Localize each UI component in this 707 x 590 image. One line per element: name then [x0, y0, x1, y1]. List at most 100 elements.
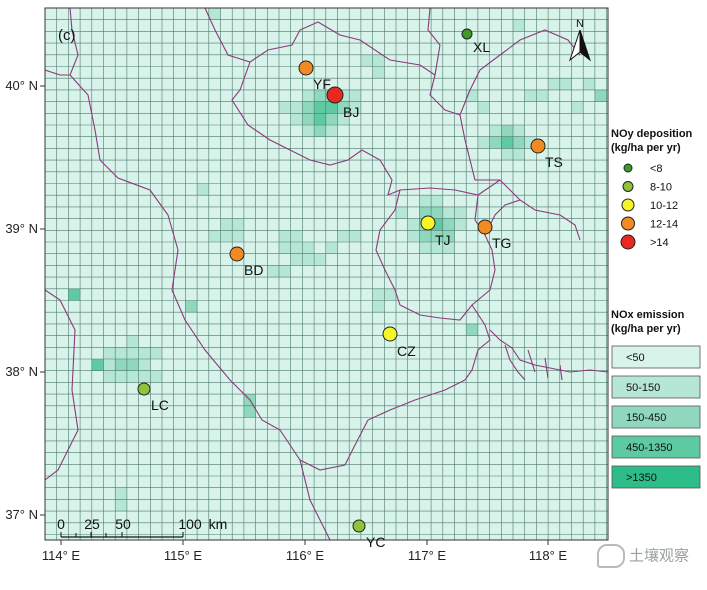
border-line: [489, 329, 608, 373]
emission-cell: [103, 359, 116, 371]
site-marker: [352, 519, 366, 533]
deposition-legend-symbol: [623, 163, 633, 173]
emission-cell: [442, 242, 455, 254]
site-marker: [382, 326, 398, 342]
emission-legend-swatch: [611, 465, 701, 489]
emission-legend-label: 450-1350: [626, 442, 673, 454]
north-arrow: N: [568, 18, 592, 62]
emission-cell: [314, 125, 326, 137]
deposition-legend-symbol: [621, 198, 635, 212]
border-line: [459, 114, 581, 241]
emission-cell: [477, 101, 490, 114]
emission-cell: [126, 359, 139, 371]
emission-cell: [419, 242, 432, 254]
y-axis-label: 37° N: [5, 507, 38, 522]
border-line: [45, 69, 70, 76]
emission-cell: [115, 347, 127, 359]
emission-cell: [208, 8, 221, 20]
emission-cell: [220, 218, 233, 231]
emission-cell: [314, 89, 326, 102]
north-arrow-right-icon: [579, 29, 592, 62]
emission-cell: [91, 359, 104, 371]
site-marker: [137, 382, 151, 396]
emission-cell: [442, 230, 455, 242]
emission-cell: [115, 499, 127, 512]
emission-cell: [232, 230, 244, 242]
border-line: [427, 8, 441, 76]
emission-cell: [466, 89, 478, 102]
emission-cell: [243, 405, 256, 418]
border-line: [69, 8, 331, 540]
emission-cells: [68, 8, 607, 512]
site-marker: [229, 246, 245, 262]
emission-cell: [185, 300, 198, 313]
deposition-legend-label: 8-10: [650, 182, 672, 194]
emission-cell: [583, 78, 595, 90]
emission-cell: [431, 195, 443, 207]
site-label: TS: [545, 154, 563, 170]
emission-cell: [536, 89, 549, 102]
north-label: N: [576, 18, 584, 30]
emission-cell: [290, 230, 303, 242]
emission-cell: [501, 148, 513, 161]
emission-cell: [442, 206, 455, 219]
site-marker: [326, 86, 344, 104]
site-marker: [420, 215, 436, 231]
emission-cell: [454, 218, 467, 231]
axis-ticks: [40, 85, 549, 545]
site-label: BD: [244, 262, 263, 278]
border-line: [504, 344, 563, 381]
emission-legend-unit: (kg/ha per yr): [611, 323, 681, 335]
x-axis-labels: 114° E 115° E 116° E 117° E 118° E: [42, 548, 568, 563]
emission-cell: [232, 218, 244, 231]
emission-cell: [524, 89, 537, 102]
site-label: TJ: [435, 232, 451, 248]
emission-cell: [407, 230, 420, 242]
deposition-legend-symbol: [622, 181, 634, 192]
scale-tick-label: 50: [115, 516, 131, 532]
emission-cell: [279, 230, 291, 242]
emission-cell: [337, 113, 350, 125]
emission-cell: [513, 125, 525, 137]
emission-cell: [115, 487, 127, 500]
emission-cell: [431, 242, 443, 254]
emission-cell: [524, 136, 537, 149]
emission-cell: [477, 136, 490, 149]
emission-cell: [489, 136, 502, 149]
x-axis-label: 117° E: [408, 548, 447, 563]
emission-cell: [337, 230, 350, 242]
emission-cell: [360, 54, 373, 67]
site-label: CZ: [397, 343, 416, 359]
x-axis-label: 114° E: [42, 548, 81, 563]
site-label: TG: [492, 235, 511, 251]
emission-cell: [571, 101, 584, 114]
x-axis-label: 115° E: [164, 548, 203, 563]
emission-cell: [126, 347, 139, 359]
emission-legend-label: 50-150: [626, 382, 660, 394]
emission-cell: [302, 89, 315, 102]
emission-cell: [349, 89, 361, 102]
emission-cell: [419, 206, 432, 219]
emission-cell: [396, 206, 408, 219]
emission-cell: [103, 347, 116, 359]
y-axis-label: 39° N: [5, 221, 38, 236]
emission-cell: [126, 335, 139, 348]
emission-cell: [279, 265, 291, 278]
emission-cell: [419, 195, 432, 207]
emission-cell: [372, 54, 385, 67]
emission-cell: [150, 370, 162, 383]
emission-cell: [302, 125, 315, 137]
y-axis-label: 40° N: [5, 78, 38, 93]
emission-cell: [68, 288, 81, 301]
emission-cell: [372, 288, 385, 301]
scale-tick-label: 0: [57, 516, 65, 532]
emission-cell: [302, 253, 315, 266]
emission-cell: [594, 89, 607, 102]
panel-label: (c): [58, 27, 76, 44]
emission-cell: [513, 148, 525, 161]
watermark: 土壤观察: [596, 544, 689, 568]
emission-cell: [489, 125, 502, 137]
deposition-legend-label: 12-14: [650, 219, 678, 231]
emission-cell: [197, 183, 209, 196]
